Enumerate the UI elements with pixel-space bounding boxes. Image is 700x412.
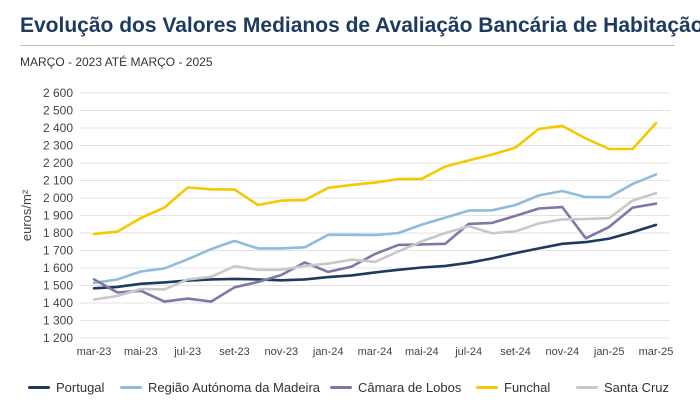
series-line-camara-de-lobos [92,202,658,303]
x-tick-label: jan-25 [593,346,625,358]
y-tick-label: 2 000 [43,191,73,205]
legend-item: Região Autónoma da Madeira [120,380,320,395]
series-line-regiao-autonoma-da-madeira [92,173,658,285]
y-tick-label: 2 400 [43,121,73,135]
legend-label: Santa Cruz [604,380,670,395]
series-line-santa-cruz [92,191,658,301]
legend-swatch [120,386,142,389]
y-tick-label: 1 300 [43,314,73,328]
y-tick-label: 2 100 [43,174,73,188]
y-tick-label: 1 400 [43,296,73,310]
y-tick-label: 1 900 [43,209,73,223]
y-tick-label: 2 200 [43,156,73,170]
x-tick-label: mar-23 [77,346,112,358]
chart-title: Evolução dos Valores Medianos de Avaliaç… [20,14,700,37]
y-tick-label: 1 800 [43,226,73,240]
x-tick-label: nov-24 [546,346,580,358]
legend-item: Portugal [28,380,104,395]
y-tick-label: 2 300 [43,139,73,153]
x-tick-label: jan-24 [312,346,344,358]
legend-swatch [330,386,352,389]
x-tick-label: mai-23 [124,346,158,358]
legend-label: Funchal [504,380,551,395]
legend-item: Santa Cruz [576,380,669,395]
x-tick-label: set-23 [219,346,250,358]
y-tick-label: 1 600 [43,261,73,275]
y-tick-label: 1 700 [43,244,73,258]
y-tick-label: 2 500 [43,104,73,118]
x-tick-label: jul-23 [173,346,201,358]
y-tick-label: 1 200 [43,331,73,345]
x-tick-label: nov-23 [265,346,299,358]
x-tick-label: mar-24 [358,346,393,358]
x-tick-label: jul-24 [454,346,482,358]
legend-item: Câmara de Lobos [330,380,461,395]
y-tick-label: 1 500 [43,279,73,293]
legend-label: Câmara de Lobos [358,380,462,395]
chart-legend: Portugal Região Autónoma da Madeira Câmara… [28,380,688,400]
x-tick-label: set-24 [500,346,531,358]
legend-item: Funchal [476,380,550,395]
title-divider [20,45,675,46]
legend-swatch [28,386,50,389]
y-axis-label: euros/m² [19,189,34,241]
legend-label: Região Autónoma da Madeira [148,380,321,395]
series-line-funchal [92,121,658,236]
legend-swatch [576,386,598,389]
x-tick-label: mar-25 [639,346,674,358]
x-tick-label: mai-24 [405,346,439,358]
y-tick-label: 2 600 [43,86,73,100]
legend-label: Portugal [56,380,105,395]
legend-swatch [476,386,498,389]
chart-subtitle: MARÇO - 2023 ATÉ MARÇO - 2025 [20,55,213,69]
